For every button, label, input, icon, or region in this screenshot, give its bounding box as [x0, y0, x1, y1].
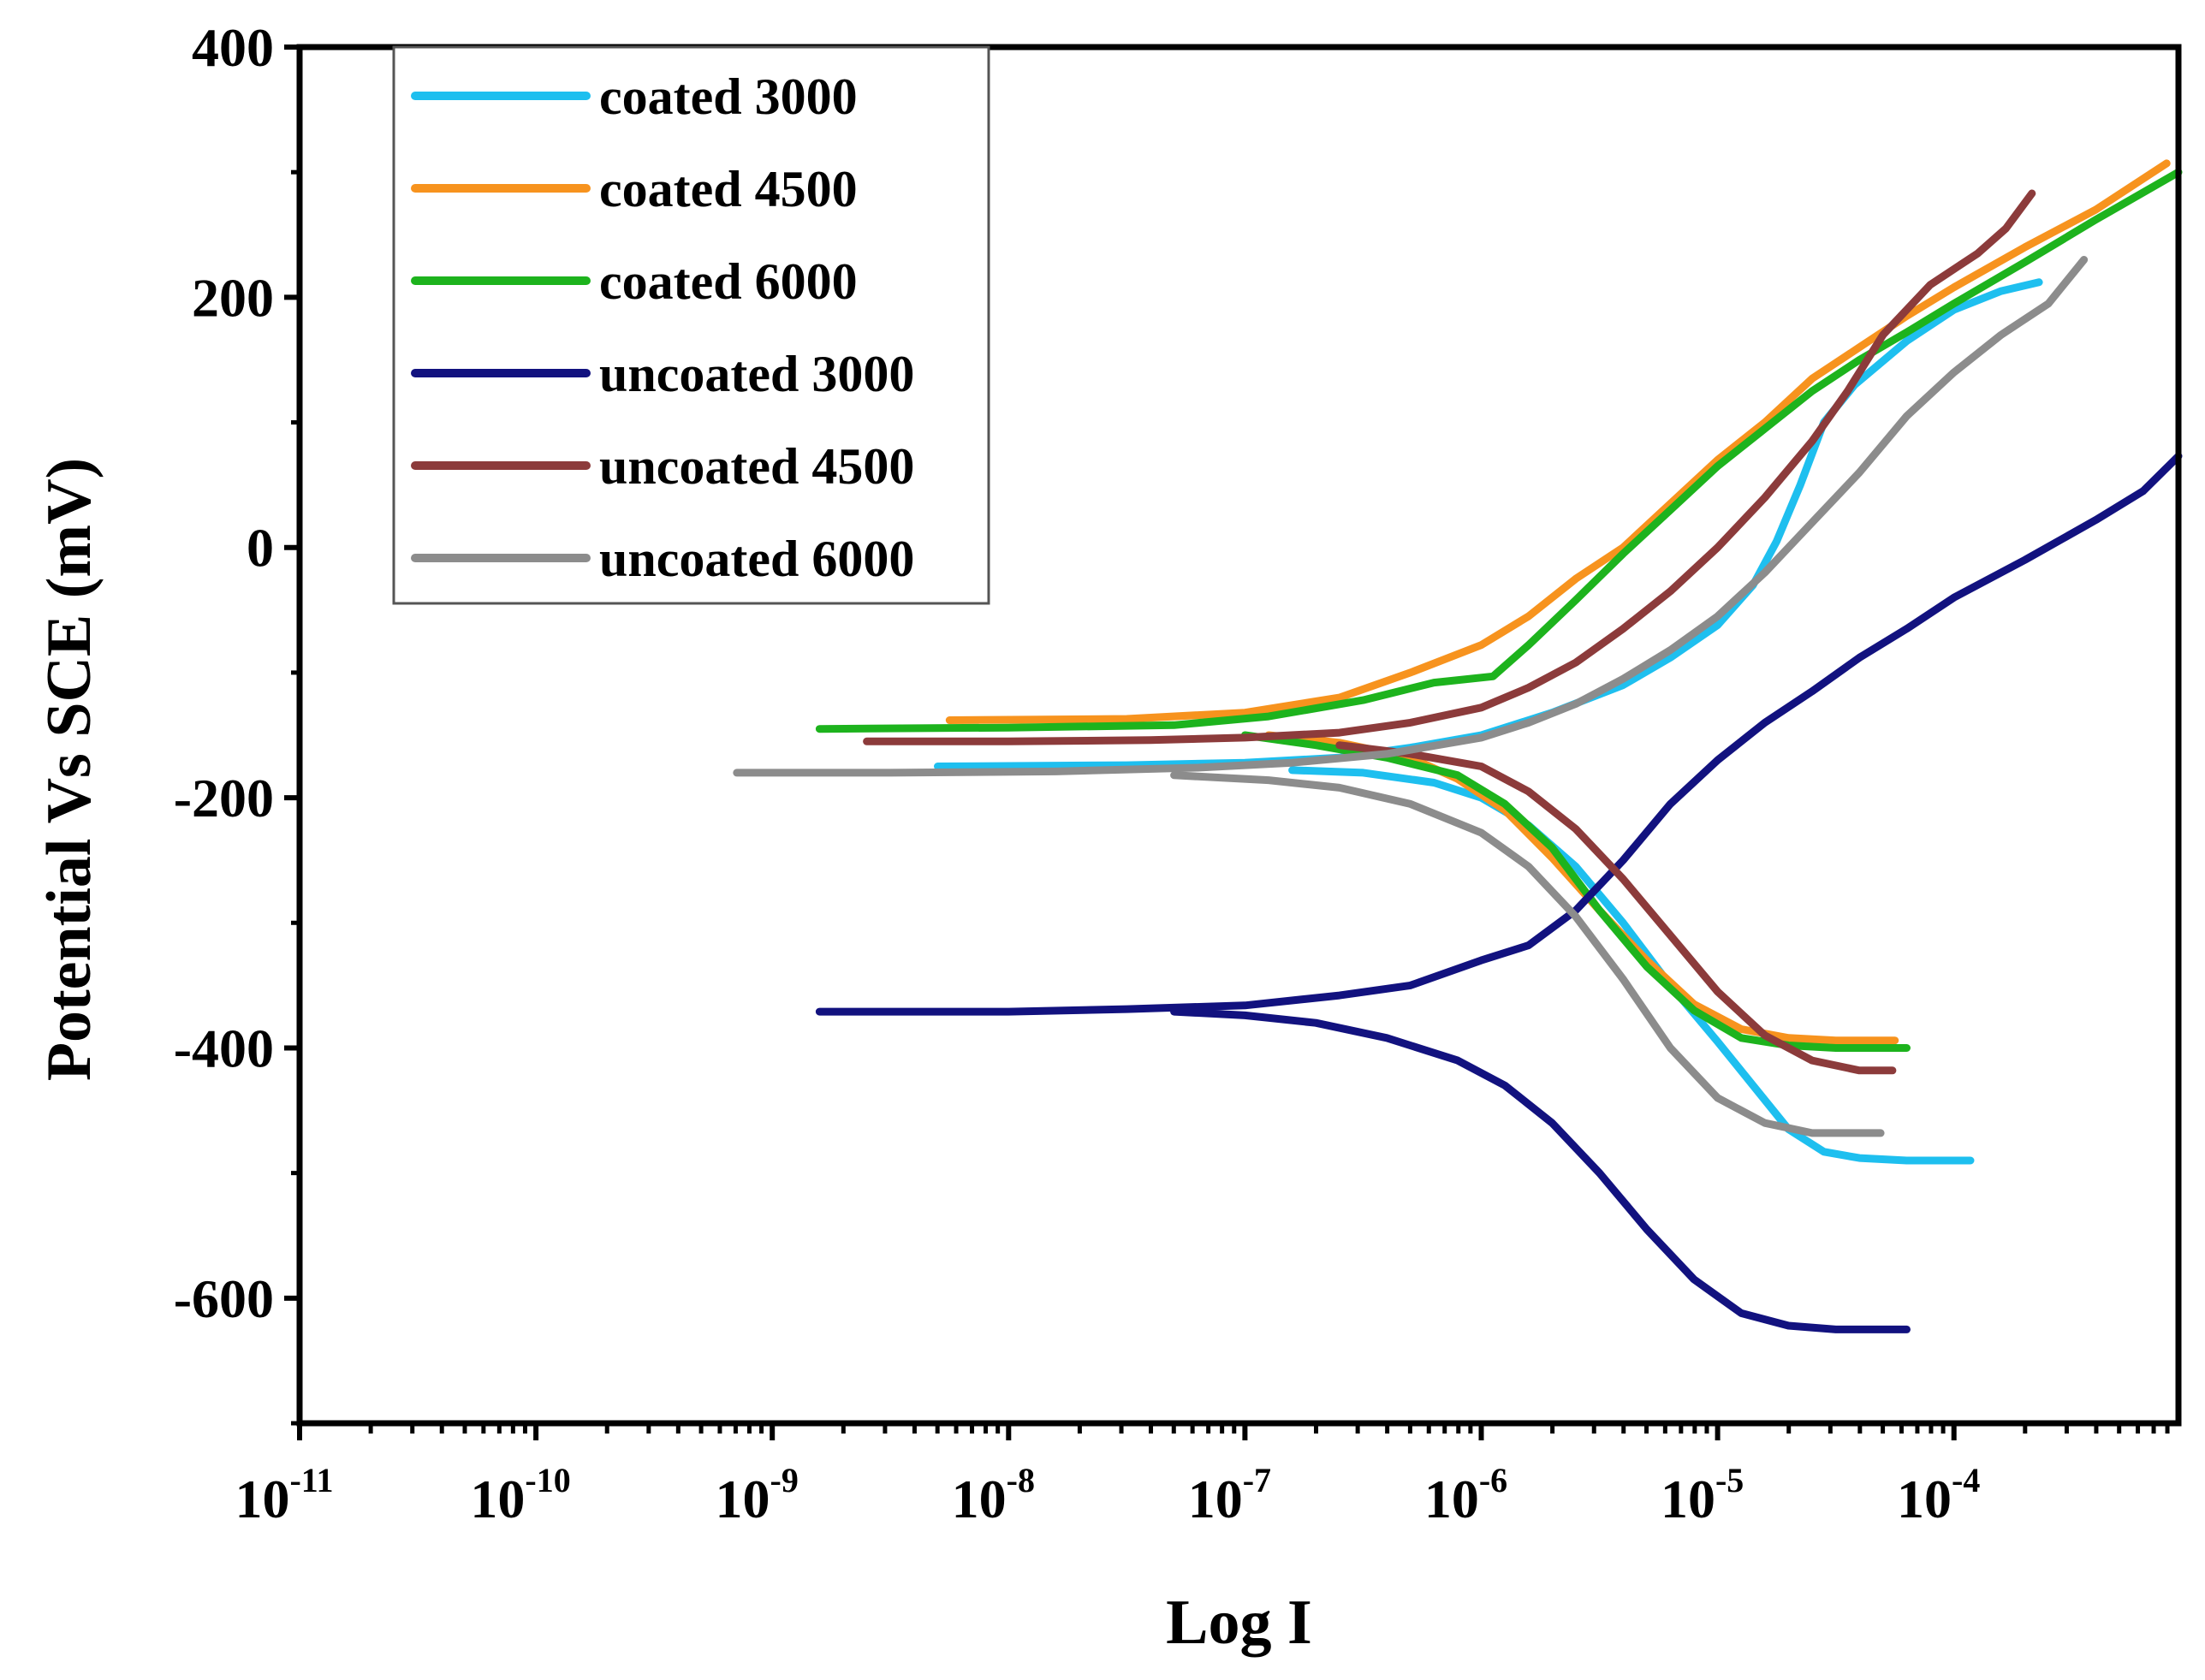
- series-uncoated-4500-cathodic-line: [1335, 741, 1897, 1075]
- series-uncoated-4500-anodic-line: [863, 189, 2036, 745]
- x-tick-label: 10-9: [716, 1461, 799, 1529]
- legend-label: uncoated 6000: [599, 531, 914, 587]
- x-tick-label: 10-8: [952, 1461, 1035, 1529]
- y-tick-label: -600: [174, 1268, 274, 1329]
- legend-label: coated 3000: [599, 68, 858, 125]
- legend-label: coated 6000: [599, 253, 858, 310]
- legend-label: coated 4500: [599, 161, 858, 217]
- x-tick-label: 10-7: [1188, 1461, 1271, 1529]
- series-layer: [733, 159, 2183, 1333]
- series-uncoated-6000-anodic-line: [733, 256, 2089, 777]
- x-tick-label: 10-11: [235, 1461, 333, 1529]
- series-uncoated-3000-cathodic-line: [1170, 1007, 1911, 1333]
- legend-box: [392, 45, 990, 605]
- legend-label: uncoated 3000: [599, 346, 914, 402]
- x-tick-label: 10-10: [470, 1461, 570, 1529]
- y-tick-label: 0: [247, 518, 274, 579]
- x-tick-label: 10-5: [1661, 1461, 1744, 1529]
- y-tick-label: 400: [192, 17, 274, 78]
- x-tick-label: 10-4: [1897, 1461, 1980, 1529]
- series-uncoated-6000-cathodic-line: [1170, 771, 1885, 1137]
- y-tick-label: -400: [174, 1018, 274, 1078]
- series-coated-4500-anodic-line: [945, 159, 2171, 724]
- series-uncoated-3000-anodic-line: [815, 452, 2183, 1016]
- plot-frame: [296, 44, 2182, 1427]
- x-axis-title: Log I: [1166, 1588, 1312, 1658]
- axes-layer: -600 -400 -200 0 200 400 10-11 10-10 10-9 10-8 10-…: [174, 17, 2182, 1529]
- legend-label: uncoated 4500: [599, 438, 914, 495]
- y-tick-label: 200: [192, 267, 274, 328]
- y-axis-title: Potential Vs SCE (mV): [34, 458, 104, 1081]
- y-tick-label: -200: [174, 768, 274, 828]
- legend: coated 3000 coated 4500 coated 6000 uncoate…: [392, 45, 990, 605]
- series-coated-6000-anodic-line: [815, 168, 2183, 733]
- x-tick-label: 10-6: [1424, 1461, 1507, 1529]
